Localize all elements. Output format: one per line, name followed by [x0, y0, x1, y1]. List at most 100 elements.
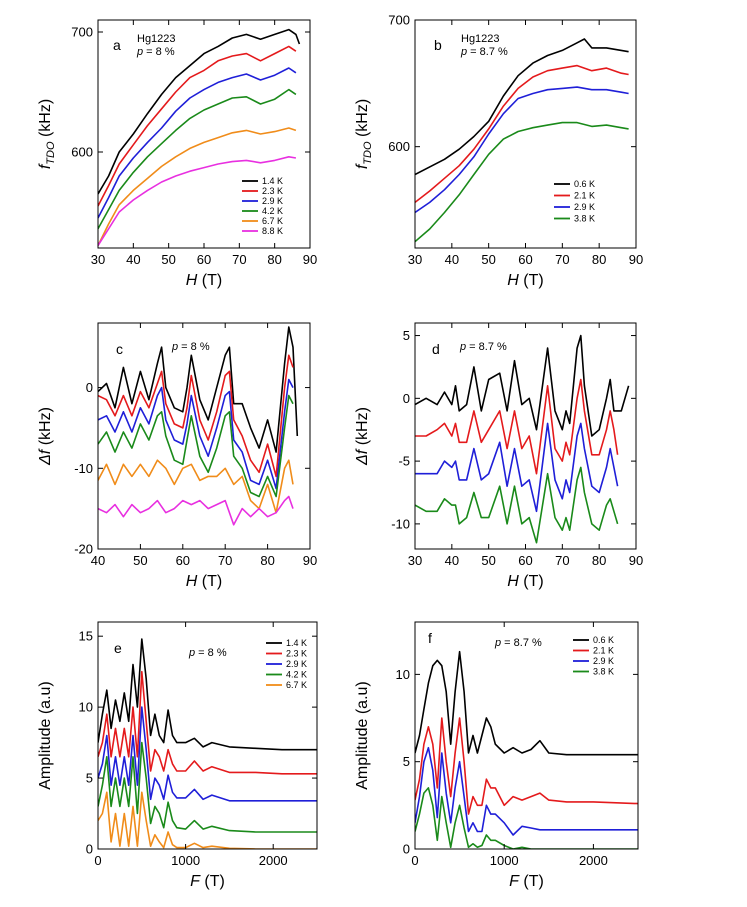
- y-axis-label: Δf (kHz): [37, 407, 54, 466]
- series-line-b-3: [415, 121, 629, 243]
- y-tick-label: 0: [403, 391, 410, 406]
- x-axis-unit: (T): [200, 873, 225, 890]
- series-group: [415, 650, 638, 849]
- x-axis-unit: (T): [519, 573, 544, 590]
- y-axis-unit: (a.u): [354, 681, 371, 718]
- series-line-c-5: [98, 495, 294, 526]
- series-line-a-3: [98, 88, 297, 230]
- x-axis-unit: (T): [197, 573, 222, 590]
- y-axis-unit: (kHz): [37, 407, 54, 450]
- legend-entry: 8.8 K: [262, 226, 283, 236]
- legend-entry: 2.9 K: [574, 202, 595, 212]
- series-group: [415, 334, 630, 544]
- legend-entry: 0.6 K: [574, 179, 595, 189]
- y-axis-unit: (kHz): [37, 99, 54, 142]
- legend-entry: 2.9 K: [262, 196, 283, 206]
- x-tick-label: 70: [218, 553, 232, 568]
- y-axis-symbol: Δf: [37, 448, 54, 466]
- plot-frame: [414, 621, 639, 850]
- series-line-b-1: [415, 64, 629, 204]
- series-line-a-4: [98, 127, 297, 246]
- x-tick-label: 30: [91, 252, 105, 267]
- panel-label: c: [116, 341, 123, 357]
- x-tick-label: 2000: [579, 853, 608, 868]
- panel-label: b: [434, 37, 442, 53]
- y-axis-label: Amplitude (a.u): [37, 681, 54, 790]
- x-tick-label: 2000: [259, 853, 288, 868]
- y-axis-subscript: TDO: [362, 141, 374, 165]
- y-axis-symbol: Amplitude: [354, 719, 371, 790]
- x-tick-label: 50: [133, 553, 147, 568]
- series-line-d-0: [415, 334, 630, 437]
- series-line-c-4: [98, 459, 294, 514]
- x-tick-label: 60: [518, 252, 532, 267]
- legend-entry: 2.1 K: [593, 646, 614, 656]
- panel-annotation: Hg1223: [461, 33, 500, 45]
- panel-e: 0 1000 2000 0 5 10 15 F (T) Amplitude (a.u) e p = …: [37, 621, 318, 890]
- panel-annotation: p = 8 %: [171, 341, 210, 353]
- y-axis-label: fTDO (kHz): [37, 99, 57, 169]
- series-line-c-1: [98, 354, 294, 478]
- y-tick-label: 5: [86, 771, 93, 786]
- y-axis-symbol: Amplitude: [37, 719, 54, 790]
- legend-entry: 3.8 K: [593, 667, 614, 677]
- series-line-f-1: [415, 717, 638, 815]
- plot-frame: [97, 621, 318, 850]
- x-axis-unit: (T): [519, 272, 544, 289]
- y-axis-symbol: f: [37, 163, 54, 169]
- y-tick-label: -10: [391, 516, 410, 531]
- y-tick-label: 0: [86, 842, 93, 857]
- x-axis-symbol: H: [186, 573, 198, 590]
- legend-entry: 6.7 K: [286, 680, 307, 690]
- x-tick-label: 0: [411, 853, 418, 868]
- x-tick-label: 60: [518, 553, 532, 568]
- x-tick-label: 80: [592, 553, 606, 568]
- series-line-a-1: [98, 45, 297, 207]
- panel-annotation: p = 8.7 %: [494, 637, 542, 649]
- y-tick-label: 0: [403, 842, 410, 857]
- series-line-e-4: [98, 791, 317, 849]
- series-line-d-2: [415, 422, 619, 513]
- panel-label: e: [114, 640, 122, 656]
- x-tick-label: 70: [555, 252, 569, 267]
- x-tick-label: 90: [629, 252, 643, 267]
- x-tick-label: 30: [408, 553, 422, 568]
- x-tick-label: 50: [481, 553, 495, 568]
- x-axis-label: H (T): [507, 272, 543, 289]
- series-line-b-2: [415, 86, 629, 214]
- y-tick-label: 700: [388, 13, 410, 28]
- legend-entry: 3.8 K: [574, 214, 595, 224]
- x-axis-unit: (T): [197, 272, 222, 289]
- panel-annotation: p = 8 %: [136, 46, 175, 58]
- series-line-e-3: [98, 741, 317, 833]
- x-tick-label: 1000: [490, 853, 519, 868]
- x-axis-label: F (T): [190, 873, 225, 890]
- x-axis-label: H (T): [507, 573, 543, 590]
- x-tick-label: 50: [161, 252, 175, 267]
- x-axis-label: F (T): [509, 873, 544, 890]
- legend-entry: 4.2 K: [262, 206, 283, 216]
- panel-b: 30 40 50 60 70 80 90 600 700 H (T) fTDO (kHz) b Hg12…: [354, 13, 643, 290]
- panel-c: 40 50 60 70 80 90 -20 -10 0 H (T) Δf (kHz) c p = 8 %: [37, 322, 317, 590]
- series-line-a-2: [98, 67, 297, 219]
- x-axis-symbol: F: [509, 873, 520, 890]
- x-tick-label: 80: [267, 252, 281, 267]
- plot-frame: [97, 322, 311, 550]
- panel-label: a: [113, 37, 121, 53]
- plot-frame: [414, 19, 637, 249]
- y-axis-label: Δf (kHz): [354, 407, 371, 466]
- panel-a: 30 40 50 60 70 80 90 600 700 H (T) fTDO (kHz) a Hg12…: [37, 19, 317, 289]
- y-tick-label: 600: [388, 139, 410, 154]
- x-tick-label: 90: [303, 553, 317, 568]
- series-group: [415, 38, 629, 243]
- y-axis-symbol: Δf: [354, 448, 371, 466]
- panel-label: f: [428, 630, 432, 646]
- x-tick-label: 70: [555, 553, 569, 568]
- y-axis-symbol: f: [354, 163, 371, 169]
- y-tick-label: 0: [86, 380, 93, 395]
- y-axis-unit: (kHz): [354, 99, 371, 142]
- panel-label: d: [432, 341, 440, 357]
- series-line-e-2: [98, 706, 317, 802]
- x-tick-label: 50: [481, 252, 495, 267]
- y-tick-label: 10: [79, 700, 93, 715]
